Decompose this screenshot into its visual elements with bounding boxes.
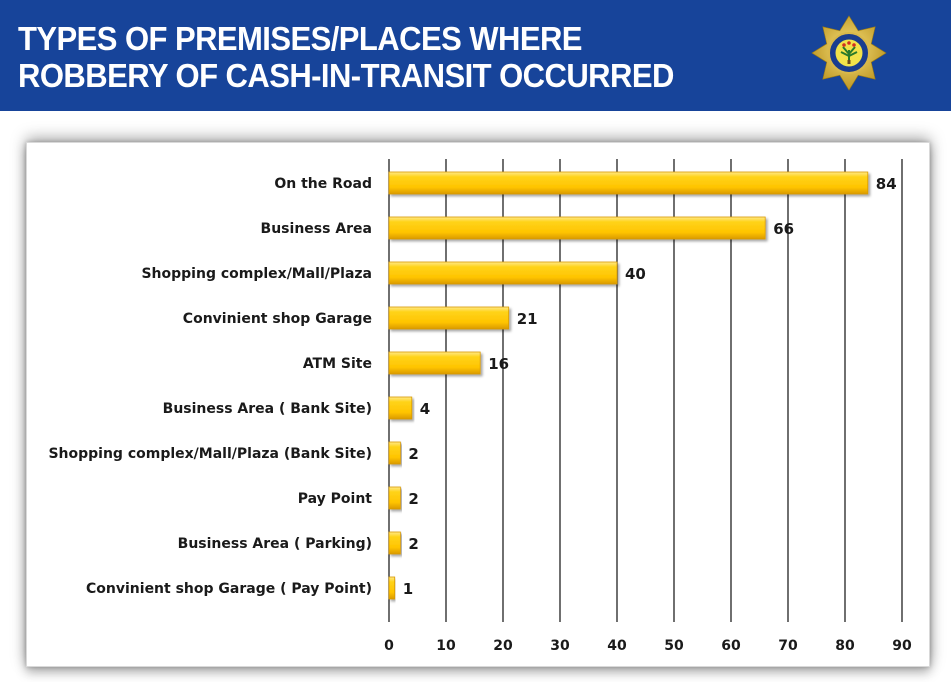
bar	[388, 351, 481, 375]
data-label: 66	[773, 220, 794, 238]
category-label: Pay Point	[298, 491, 373, 507]
bar	[388, 216, 766, 240]
x-tick-label: 20	[493, 638, 513, 654]
police-badge-logo-icon	[811, 15, 887, 91]
category-label: Convinient shop Garage ( Pay Point)	[86, 581, 372, 597]
data-label: 2	[408, 445, 418, 463]
chart-panel: 0 10 20 30 40 50 60 70 80 90 On the Road 84 Business…	[26, 142, 930, 667]
data-label: 1	[403, 580, 413, 598]
bar	[388, 396, 413, 420]
x-tick-label: 70	[778, 638, 798, 654]
slide-title: TYPES OF PREMISES/PLACES WHERE ROBBERY O…	[18, 20, 674, 94]
category-label: Business Area ( Bank Site)	[163, 401, 372, 417]
category-label: Business Area	[261, 221, 372, 237]
bar	[388, 531, 401, 555]
x-tick-label: 30	[550, 638, 570, 654]
bar	[388, 306, 510, 330]
x-tick-label: 90	[892, 638, 912, 654]
data-label: 4	[420, 400, 430, 418]
data-label: 2	[408, 535, 418, 553]
x-tick-label: 60	[721, 638, 741, 654]
x-tick-label: 10	[436, 638, 456, 654]
bar-chart: 0 10 20 30 40 50 60 70 80 90 On the Road 84 Business…	[48, 159, 912, 654]
x-tick-label: 80	[835, 638, 855, 654]
category-label: Convinient shop Garage	[183, 311, 372, 327]
data-label: 84	[876, 175, 897, 193]
x-tick-label: 0	[384, 638, 394, 654]
title-line-2: ROBBERY OF CASH-IN-TRANSIT OCCURRED	[18, 57, 674, 94]
bar	[388, 171, 869, 195]
bar	[388, 441, 401, 465]
category-label: ATM Site	[303, 356, 372, 372]
data-label: 40	[625, 265, 646, 283]
category-label: Shopping complex/Mall/Plaza (Bank Site)	[48, 446, 372, 462]
title-line-1: TYPES OF PREMISES/PLACES WHERE	[18, 20, 583, 57]
category-label: Shopping complex/Mall/Plaza	[141, 266, 372, 282]
data-label: 21	[517, 310, 538, 328]
header-banner: TYPES OF PREMISES/PLACES WHERE ROBBERY O…	[0, 0, 951, 111]
data-label: 16	[488, 355, 509, 373]
data-label: 2	[408, 490, 418, 508]
bar	[388, 576, 396, 600]
category-label: On the Road	[274, 176, 372, 192]
x-tick-label: 50	[664, 638, 684, 654]
bar	[388, 261, 618, 285]
category-label: Business Area ( Parking)	[178, 536, 372, 552]
x-tick-label: 40	[607, 638, 627, 654]
bar	[388, 486, 401, 510]
